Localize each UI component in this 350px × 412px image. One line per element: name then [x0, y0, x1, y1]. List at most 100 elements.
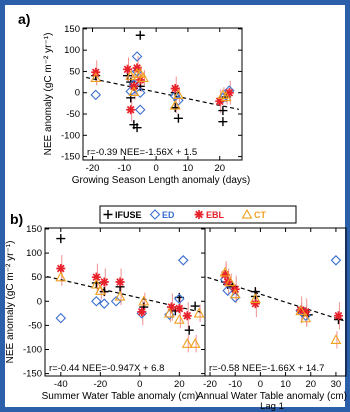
series-ifuse — [56, 234, 200, 335]
data-point-ebl — [224, 88, 234, 98]
chart-panel: -40 -20 0 20 -150 -100 -50 0 50 100 150 r=-0.44 NEE… — [5, 211, 206, 402]
fit-annotation: r=-0.58 NEE=-1.66X + 14.7 — [209, 363, 324, 374]
data-point-ed — [131, 51, 143, 62]
data-point-ebl — [99, 277, 109, 287]
data-point-ed — [91, 295, 102, 307]
y-tick-label: -150 — [23, 369, 42, 380]
data-point-ebl — [301, 307, 311, 317]
data-point-ebl — [250, 299, 260, 309]
data-point-ed — [55, 312, 67, 324]
y-tick-label: 0 — [37, 296, 42, 307]
data-point-ct — [181, 338, 193, 348]
y-tick-label: -100 — [23, 344, 42, 355]
chart-panel: -20 -10 0 10 20 30 r=-0.58 NEE=-1.66X + 14.7 An… — [197, 227, 347, 412]
data-point-ct — [114, 290, 126, 301]
y-axis-label: NEE anomaly (gC m⁻² yr⁻¹) — [5, 241, 16, 364]
fit-line — [86, 76, 239, 110]
data-point-ebl — [333, 311, 343, 321]
series-ifuse — [91, 30, 231, 133]
y-tick-label: 100 — [26, 248, 42, 259]
data-point-ct — [94, 285, 106, 295]
legend-item-ed: ED — [149, 209, 175, 220]
data-point-ifuse — [218, 117, 228, 127]
x-axis-label-2: Lag 1 — [260, 401, 284, 412]
series-ed — [90, 51, 235, 116]
legend-label: ED — [162, 210, 175, 220]
y-tick-label: 100 — [64, 45, 80, 56]
x-axis-label: Summer Water Table anomaly (cm) — [42, 391, 199, 402]
data-point-ifuse — [190, 301, 200, 311]
x-tick-label: 20 — [174, 379, 185, 390]
x-tick-label: 10 — [280, 379, 291, 390]
data-point-ebl — [215, 96, 225, 106]
legend-label: EBL — [206, 210, 225, 220]
legend-item-ebl: EBL — [194, 210, 225, 220]
data-point-ct — [219, 266, 231, 277]
data-point-ebl — [123, 64, 133, 74]
data-point-ed — [90, 89, 101, 101]
x-tick-label: 30 — [331, 379, 342, 390]
x-tick-label: 10 — [183, 163, 194, 174]
data-point-ct — [164, 307, 175, 318]
data-point-ed — [177, 255, 189, 266]
x-tick-label: -10 — [228, 379, 242, 390]
x-tick-label: -10 — [117, 163, 131, 174]
y-tick-label: 0 — [75, 88, 80, 99]
data-point-ed — [222, 285, 233, 296]
series-ed — [219, 255, 342, 322]
data-point-ct — [193, 307, 205, 318]
y-tick-label: 150 — [64, 24, 80, 35]
data-point-ed — [330, 255, 342, 266]
data-point-ct — [172, 89, 184, 100]
data-point-ed — [174, 293, 185, 305]
plot-frame — [82, 27, 243, 161]
data-point-ebl — [170, 83, 180, 93]
y-tick-label: 150 — [26, 224, 42, 235]
x-tick-label: -20 — [203, 379, 217, 390]
data-point-ifuse — [132, 123, 142, 133]
x-axis-label: Growing Season Length anomaly (days) — [72, 175, 250, 186]
y-tick-label: -150 — [61, 152, 80, 163]
data-point-ed — [134, 104, 146, 116]
data-point-ct — [330, 334, 342, 344]
data-point-ct — [90, 278, 102, 289]
data-point-ifuse — [184, 325, 194, 335]
data-point-ct — [220, 91, 232, 102]
data-point-ifuse — [170, 103, 180, 113]
y-tick-label: 50 — [69, 66, 80, 77]
fit-annotation: r=-0.44 NEE=-0.947X + 6.8 — [49, 363, 164, 374]
legend-label: IFUSE — [115, 210, 142, 220]
series-ebl — [56, 263, 192, 321]
data-point-ct — [138, 295, 150, 306]
data-point-ct — [229, 288, 241, 299]
data-point-ct — [90, 72, 102, 82]
data-point-ct — [295, 305, 307, 316]
legend-item-ct: CT — [241, 208, 266, 220]
data-point-ebl — [91, 272, 101, 282]
panel-label: b) — [10, 211, 23, 227]
series-ed — [55, 255, 189, 324]
data-point-ebl — [137, 307, 147, 317]
data-point-ifuse — [126, 93, 136, 103]
data-point-ct — [300, 312, 312, 323]
fit-annotation: r=-0.39 NEE=-1.56X + 1.5 — [87, 147, 197, 158]
data-point-ebl — [174, 304, 184, 314]
data-point-ebl — [296, 305, 306, 315]
data-point-ct — [189, 338, 201, 348]
legend-marker-ebl — [194, 210, 204, 219]
legend-marker-ifuse — [103, 210, 113, 219]
data-point-ct — [125, 70, 137, 80]
x-tick-label: 20 — [214, 163, 225, 174]
x-axis-label: Annual Water Table anomaly (cm) — [197, 391, 347, 402]
data-point-ebl — [56, 263, 66, 273]
x-tick-label: 0 — [153, 163, 158, 174]
data-point-ebl — [220, 270, 230, 280]
data-point-ct — [55, 271, 67, 282]
data-point-ifuse — [135, 30, 145, 40]
data-point-ct — [169, 99, 181, 110]
data-point-ebl — [115, 277, 125, 287]
x-tick-label: 20 — [305, 379, 316, 390]
data-point-ed — [98, 298, 110, 309]
